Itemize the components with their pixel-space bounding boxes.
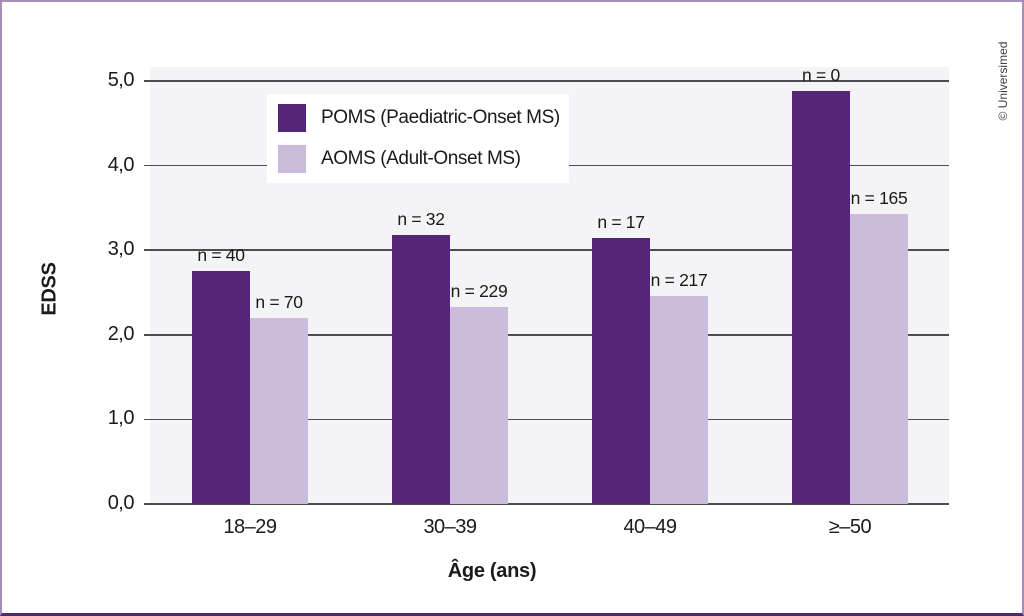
y-tick-label: 4,0 [107, 153, 135, 176]
n-label: n = 70 [255, 292, 303, 312]
gridline-5,0 [144, 80, 949, 82]
legend-item-aoms: AOMS (Adult-Onset MS) [278, 145, 569, 173]
n-label: n = 165 [850, 188, 908, 208]
gridline-0,0 [144, 503, 949, 505]
legend-label-aoms: AOMS (Adult-Onset MS) [321, 148, 521, 169]
gridline-1,0 [144, 418, 949, 421]
bar-poms-40–49 [592, 238, 650, 504]
bar-aoms-18–29 [250, 318, 308, 504]
y-tick-label: 2,0 [107, 322, 135, 345]
x-axis-title: Âge (ans) [447, 560, 537, 582]
n-label: n = 229 [450, 281, 508, 301]
n-label: n = 217 [650, 270, 708, 290]
y-tick-label: 0,0 [107, 492, 135, 515]
x-tick-label: ≥–50 [828, 516, 872, 538]
bar-aoms-≥–50 [850, 214, 908, 504]
aoms-color-swatch [278, 145, 306, 173]
x-tick-label: 40–49 [623, 516, 677, 538]
bar-poms-≥–50 [792, 91, 850, 504]
bar-aoms-40–49 [650, 296, 708, 504]
gridline-3,0 [144, 249, 949, 251]
bar-aoms-30–39 [450, 307, 508, 504]
y-tick-label: 1,0 [107, 407, 135, 430]
x-tick-label: 30–39 [423, 516, 477, 538]
n-label: n = 40 [197, 245, 245, 265]
bar-poms-30–39 [392, 235, 450, 504]
n-label: n = 32 [397, 209, 445, 229]
gridline-2,0 [144, 334, 949, 336]
legend: POMS (Paediatric-Onset MS) AOMS (Adult-O… [267, 94, 569, 183]
n-label: n = 17 [597, 212, 645, 232]
copyright-credit: © Universimed [996, 41, 1010, 121]
y-tick-label: 5,0 [107, 69, 135, 92]
y-axis-title: EDSS [38, 262, 61, 316]
legend-label-poms: POMS (Paediatric-Onset MS) [321, 107, 560, 128]
poms-color-swatch [278, 104, 306, 132]
y-tick-label: 3,0 [107, 238, 135, 261]
x-tick-label: 18–29 [223, 516, 277, 538]
legend-item-poms: POMS (Paediatric-Onset MS) [278, 104, 569, 132]
n-label: n = 0 [802, 65, 840, 85]
bar-poms-18–29 [192, 271, 250, 504]
